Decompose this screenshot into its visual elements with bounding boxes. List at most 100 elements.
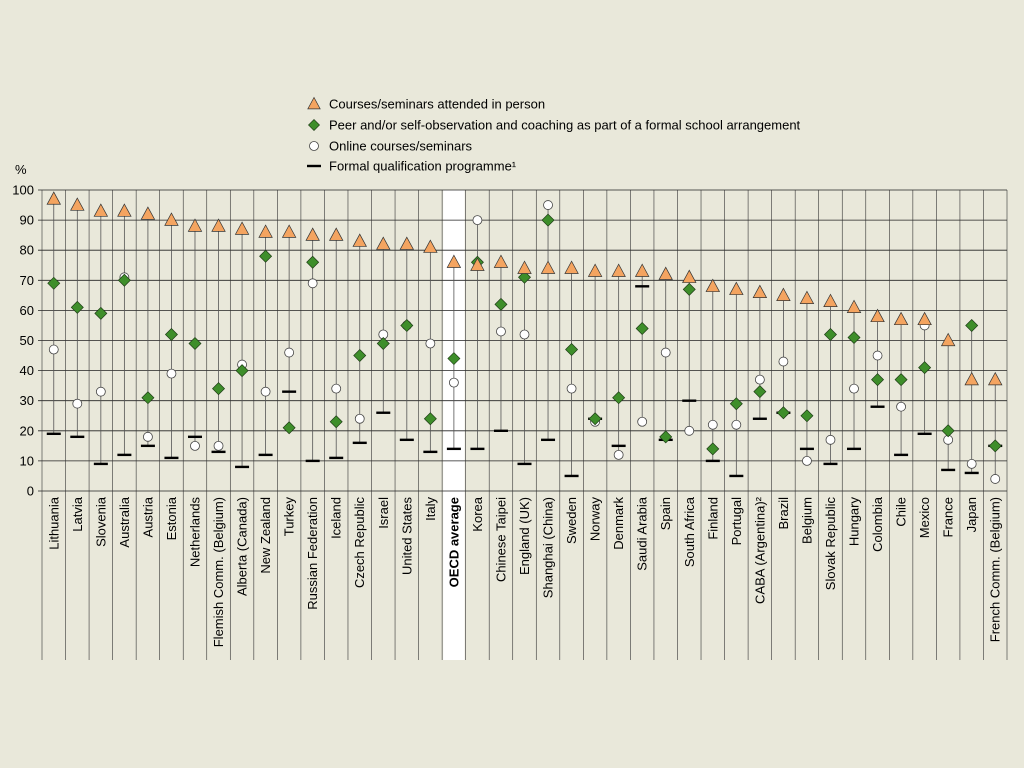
qualification-bar — [70, 435, 85, 439]
y-axis-label: % — [15, 162, 27, 177]
qualification-bar — [352, 441, 367, 445]
x-tick-label: New Zealand — [258, 497, 273, 574]
qualification-bar — [258, 453, 273, 457]
qualification-bar — [705, 459, 720, 463]
qualification-bar — [211, 450, 226, 454]
legend-bar-icon — [307, 164, 321, 168]
peer-observation-diamond — [659, 430, 673, 444]
peer-observation-diamond — [541, 213, 555, 227]
x-tick-label: Flemish Comm. (Belgium) — [211, 497, 226, 647]
peer-observation-diamond — [70, 300, 84, 314]
peer-observation-diamond — [871, 373, 885, 387]
peer-observation-diamond — [376, 337, 390, 351]
x-tick-label: Latvia — [70, 496, 85, 531]
in-person-triangle — [705, 278, 721, 292]
x-tick-label: Chile — [894, 497, 909, 527]
y-tick-label: 20 — [20, 423, 34, 438]
online-circle — [637, 416, 648, 427]
qualification-bar — [235, 465, 250, 469]
x-tick-label: OECD average — [446, 497, 461, 587]
online-circle — [166, 368, 177, 379]
x-tick-label: Belgium — [799, 497, 814, 544]
online-circle — [849, 383, 859, 394]
in-person-triangle — [729, 281, 744, 295]
y-tick-label: 0 — [27, 484, 34, 499]
peer-observation-diamond — [612, 391, 626, 405]
legend-label: Formal qualification programme¹ — [329, 159, 517, 174]
qualification-bar — [187, 435, 202, 439]
peer-observation-diamond — [306, 255, 320, 269]
online-circle — [825, 434, 836, 445]
x-tick-label: Brazil — [776, 497, 791, 530]
x-tick-label: Alberta (Canada) — [235, 497, 250, 596]
in-person-triangle — [446, 254, 462, 268]
online-circle — [778, 356, 789, 367]
x-tick-label: Israel — [376, 497, 391, 529]
in-person-triangle — [281, 224, 297, 238]
in-person-triangle — [93, 203, 109, 217]
x-tick-label: France — [941, 497, 956, 537]
in-person-triangle — [752, 284, 768, 298]
in-person-triangle — [493, 254, 509, 268]
x-tick-label: Iceland — [329, 497, 344, 539]
qualification-bar — [564, 474, 579, 478]
online-circle — [425, 338, 436, 349]
online-circle — [72, 398, 83, 409]
peer-observation-diamond — [894, 373, 908, 387]
legend-triangle-icon — [307, 96, 321, 110]
in-person-triangle — [564, 260, 579, 274]
online-circle — [260, 386, 271, 397]
in-person-triangle — [305, 227, 320, 241]
qualification-bar — [823, 462, 838, 466]
peer-observation-diamond — [565, 343, 579, 357]
peer-observation-diamond — [188, 337, 202, 351]
gridlines — [38, 189, 1008, 660]
x-tick-label: United States — [399, 497, 414, 576]
x-tick-label: Spain — [658, 497, 673, 530]
qualification-bar — [729, 474, 744, 478]
in-person-triangle — [328, 227, 344, 241]
peer-observation-diamond — [776, 406, 790, 420]
online-circle — [48, 344, 59, 355]
x-tick-label: Norway — [588, 497, 603, 542]
in-person-triangle — [117, 203, 132, 217]
y-tick-label: 40 — [20, 363, 34, 378]
x-tick-label: Lithuania — [46, 496, 61, 550]
x-tick-label: Mexico — [917, 497, 932, 538]
in-person-triangle — [611, 263, 626, 277]
x-tick-label: Austria — [140, 496, 155, 537]
peer-observation-diamond — [117, 273, 131, 287]
online-circle — [966, 459, 977, 469]
x-tick-label: Netherlands — [187, 497, 202, 568]
qualification-bar — [917, 432, 932, 436]
y-tick-label: 70 — [20, 273, 34, 288]
peer-observation-diamond — [447, 352, 461, 366]
in-person-triangle — [658, 266, 673, 280]
peer-observation-diamond — [965, 318, 979, 332]
peer-observation-diamond — [518, 270, 531, 284]
online-circle — [990, 474, 1001, 484]
peer-observation-diamond — [753, 385, 767, 399]
y-tick-label: 10 — [20, 453, 34, 468]
qualification-bar — [894, 453, 909, 457]
in-person-triangle — [352, 233, 367, 247]
x-tick-label: Japan — [964, 497, 979, 532]
y-tick-label: 90 — [20, 213, 34, 228]
x-tick-label: Saudi Arabia — [635, 496, 650, 570]
peer-observation-diamond — [988, 439, 1002, 453]
online-circle — [354, 413, 365, 424]
in-person-triangle — [70, 197, 85, 211]
in-person-triangle — [423, 239, 438, 253]
in-person-triangle — [164, 212, 179, 226]
in-person-triangle — [376, 236, 391, 250]
in-person-triangle — [211, 218, 226, 232]
online-circle — [872, 350, 883, 361]
qualification-bar — [682, 399, 697, 402]
in-person-triangle — [517, 260, 532, 274]
y-tick-label: 50 — [20, 333, 34, 348]
online-circle — [448, 377, 459, 388]
x-tick-label: Portugal — [729, 497, 744, 546]
qualification-bar — [282, 390, 297, 393]
peer-observation-diamond — [682, 282, 696, 296]
